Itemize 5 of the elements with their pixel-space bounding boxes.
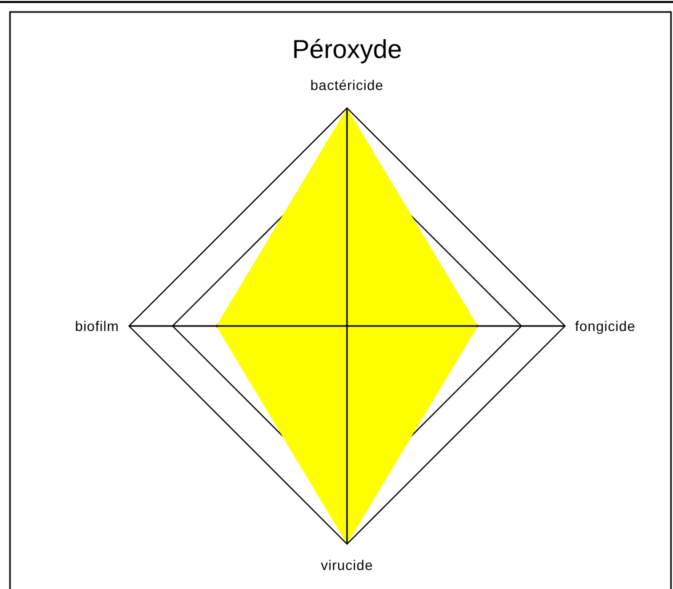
spoke-label: virucide bbox=[320, 557, 374, 573]
spoke-label: bactéricide bbox=[310, 77, 384, 93]
spoke-label: biofilm bbox=[75, 318, 119, 334]
spoke-label: fongicide bbox=[575, 318, 636, 334]
chart-title: Péroxyde bbox=[292, 34, 402, 64]
